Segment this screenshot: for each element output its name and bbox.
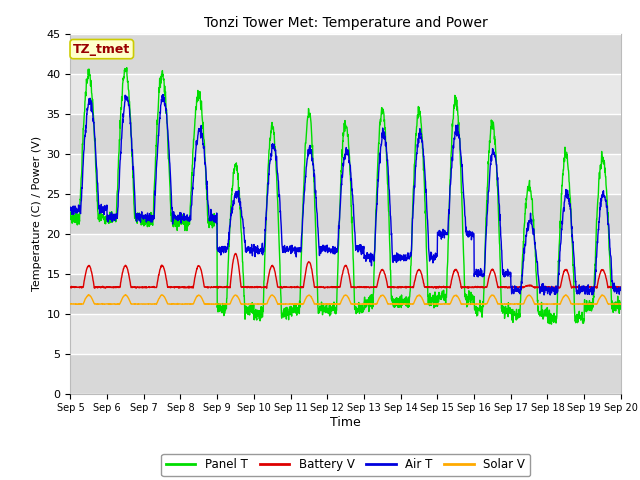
Bar (70, 34, 621, 73)
Y-axis label: Temperature (C) / Power (V): Temperature (C) / Power (V) (33, 136, 42, 291)
Legend: Panel T, Battery V, Air T, Solar V: Panel T, Battery V, Air T, Solar V (161, 454, 530, 476)
Bar (70, 114, 621, 154)
Bar (70, 73, 621, 114)
Title: Tonzi Tower Met: Temperature and Power: Tonzi Tower Met: Temperature and Power (204, 16, 488, 30)
Bar (70, 354, 621, 394)
Bar (70, 313, 621, 354)
Bar (70, 193, 621, 234)
Text: TZ_tmet: TZ_tmet (73, 43, 131, 56)
Bar (70, 234, 621, 274)
Bar (70, 274, 621, 313)
Bar (70, 154, 621, 193)
X-axis label: Time: Time (330, 416, 361, 429)
